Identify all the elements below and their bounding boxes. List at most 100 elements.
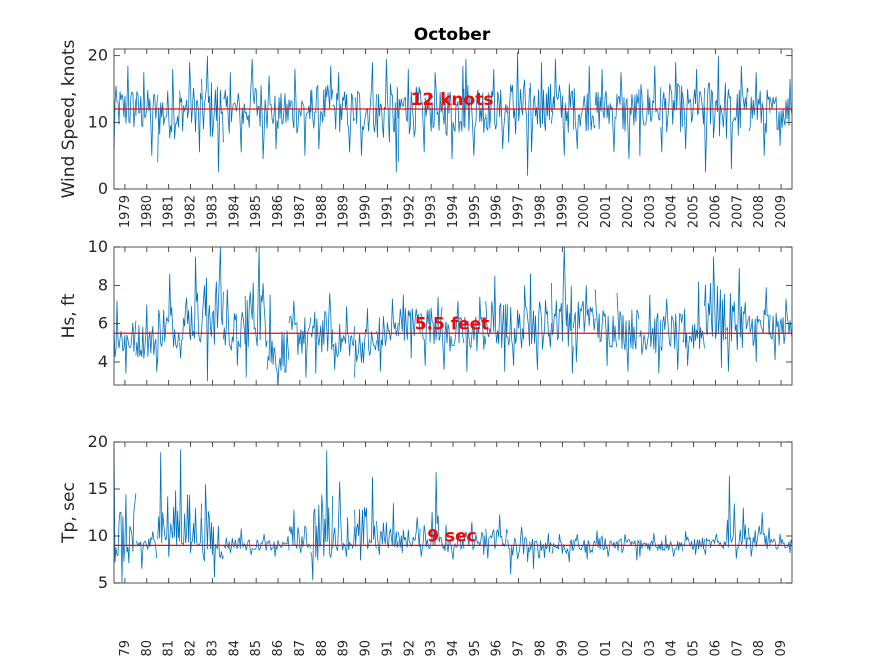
series-segment-1991 (376, 298, 399, 372)
x-tick-label: 1998 (533, 195, 548, 228)
series-segment-2005 (682, 531, 705, 555)
x-tick-label: 1996 (490, 195, 505, 228)
series-segment-1987 (288, 509, 312, 553)
panel-3: 9 sec 5 10 15 20 Tp, sec (59, 432, 793, 592)
series-segment-1982 (179, 62, 202, 153)
bottom-x-tick-label: 02 (621, 640, 636, 656)
bottom-x-tick-label: 05 (687, 640, 702, 656)
series-segment-1998 (529, 62, 552, 153)
bottom-x-tick-label: 87 (293, 640, 308, 656)
series-segment-1999 (551, 246, 574, 374)
bottom-x-tick-label: 92 (402, 640, 417, 656)
y-axis-label: Hs, ft (59, 293, 79, 338)
series-segment-2002 (616, 292, 640, 372)
x-tick-label: 2002 (621, 195, 636, 228)
series-segment-1983 (201, 55, 224, 173)
series-segment-2000 (572, 285, 596, 363)
bottom-x-tick-label: 07 (730, 640, 745, 656)
y-tick-label: 10 (88, 526, 108, 545)
bottom-x-tick-label: 01 (599, 640, 614, 656)
bottom-x-tick-label: 95 (468, 640, 483, 656)
series-segment-2005 (682, 281, 705, 366)
series-segment-1983 (201, 246, 224, 382)
x-tick-label: 1988 (315, 195, 330, 228)
x-tick-label: 1980 (140, 195, 155, 228)
series-segment-1986 (266, 535, 290, 557)
bottom-x-tick-label: 93 (424, 640, 439, 656)
series-segment-1991 (376, 58, 399, 173)
bottom-x-tick-label: 88 (315, 640, 330, 656)
bottom-x-tick-label: 91 (380, 640, 395, 656)
bottom-x-tick-label: 83 (205, 640, 220, 656)
series-segment-1980 (135, 72, 159, 156)
y-axis-label: Wind Speed, knots (59, 39, 79, 198)
series-segment-1996 (485, 275, 509, 372)
series-segment-1993 (419, 472, 443, 557)
x-tick-label: 1997 (512, 195, 527, 228)
x-tick-label: 1984 (227, 195, 242, 228)
bottom-x-tick-label: 84 (227, 640, 242, 656)
series-segment-1999 (551, 534, 574, 563)
series-segment-2004 (660, 298, 683, 370)
series-segment-1995 (463, 58, 487, 156)
series-segment-1982 (179, 256, 202, 359)
series-segment-2009 (769, 78, 793, 146)
series-segment-1994 (441, 524, 465, 560)
series-segment-1999 (551, 58, 574, 156)
series-segment-2006 (704, 55, 727, 173)
y-tick-label: 10 (88, 237, 108, 256)
series-segment-1979 (113, 449, 137, 584)
series-segment-1996 (485, 514, 509, 559)
series-segment-1983 (201, 484, 224, 578)
x-tick-label: 1995 (468, 195, 483, 228)
axes-box (113, 48, 793, 190)
series-segment-1985 (244, 58, 268, 160)
series-segment-1986 (266, 294, 290, 386)
series-segment-1993 (419, 72, 443, 153)
series-segment-2008 (748, 72, 771, 156)
series-segment-1992 (397, 68, 421, 163)
series-segment-1987 (288, 300, 312, 378)
y-tick-label: 8 (98, 275, 108, 294)
bottom-x-tick-label: 99 (555, 640, 570, 656)
series-segment-1991 (376, 503, 399, 555)
series-segment-1984 (223, 72, 246, 153)
series-segment-1995 (463, 521, 487, 555)
series-segment-2007 (726, 65, 749, 170)
series-segment-1984 (223, 289, 246, 366)
series-segment-1979 (113, 300, 137, 374)
series-segment-1990 (354, 62, 377, 156)
series-segment-1992 (397, 294, 421, 359)
y-tick-label: 0 (98, 179, 108, 198)
x-tick-label: 1981 (162, 195, 177, 228)
series-segment-2009 (769, 298, 793, 361)
series-segment-1997 (507, 526, 530, 575)
x-tick-label: 1990 (359, 195, 374, 228)
y-tick-label: 20 (88, 432, 108, 451)
series-segment-2001 (594, 289, 618, 366)
series-segment-1988 (310, 450, 334, 581)
series-segment-1987 (288, 68, 312, 156)
series-segment-2001 (594, 530, 618, 557)
series-segment-2005 (682, 68, 705, 150)
x-tick-label: 2001 (599, 195, 614, 228)
series-segment-1981 (157, 273, 180, 363)
bottom-x-tick-label: 81 (162, 640, 177, 656)
series-segment-2008 (747, 287, 771, 363)
bottom-x-tick-label: 03 (643, 640, 658, 656)
y-axis-label: Tp, sec (59, 482, 79, 544)
bottom-x-tick-label: 98 (533, 640, 548, 656)
x-tick-label: 1992 (402, 195, 417, 228)
series-segment-1998 (529, 273, 552, 370)
series-segment-1994 (441, 300, 465, 370)
bottom-x-tick-label: 08 (752, 640, 767, 656)
x-tick-label: 2003 (643, 195, 658, 228)
x-tick-label: 1993 (424, 195, 439, 228)
x-tick-label: 1991 (380, 195, 395, 228)
x-tick-label: 2006 (708, 195, 723, 228)
series-segment-2007 (726, 268, 749, 372)
series-segment-1981 (157, 452, 180, 557)
x-tick-label: 1999 (555, 195, 570, 228)
x-tick-label: 1987 (293, 195, 308, 228)
x-tick-label: 1986 (271, 195, 286, 228)
